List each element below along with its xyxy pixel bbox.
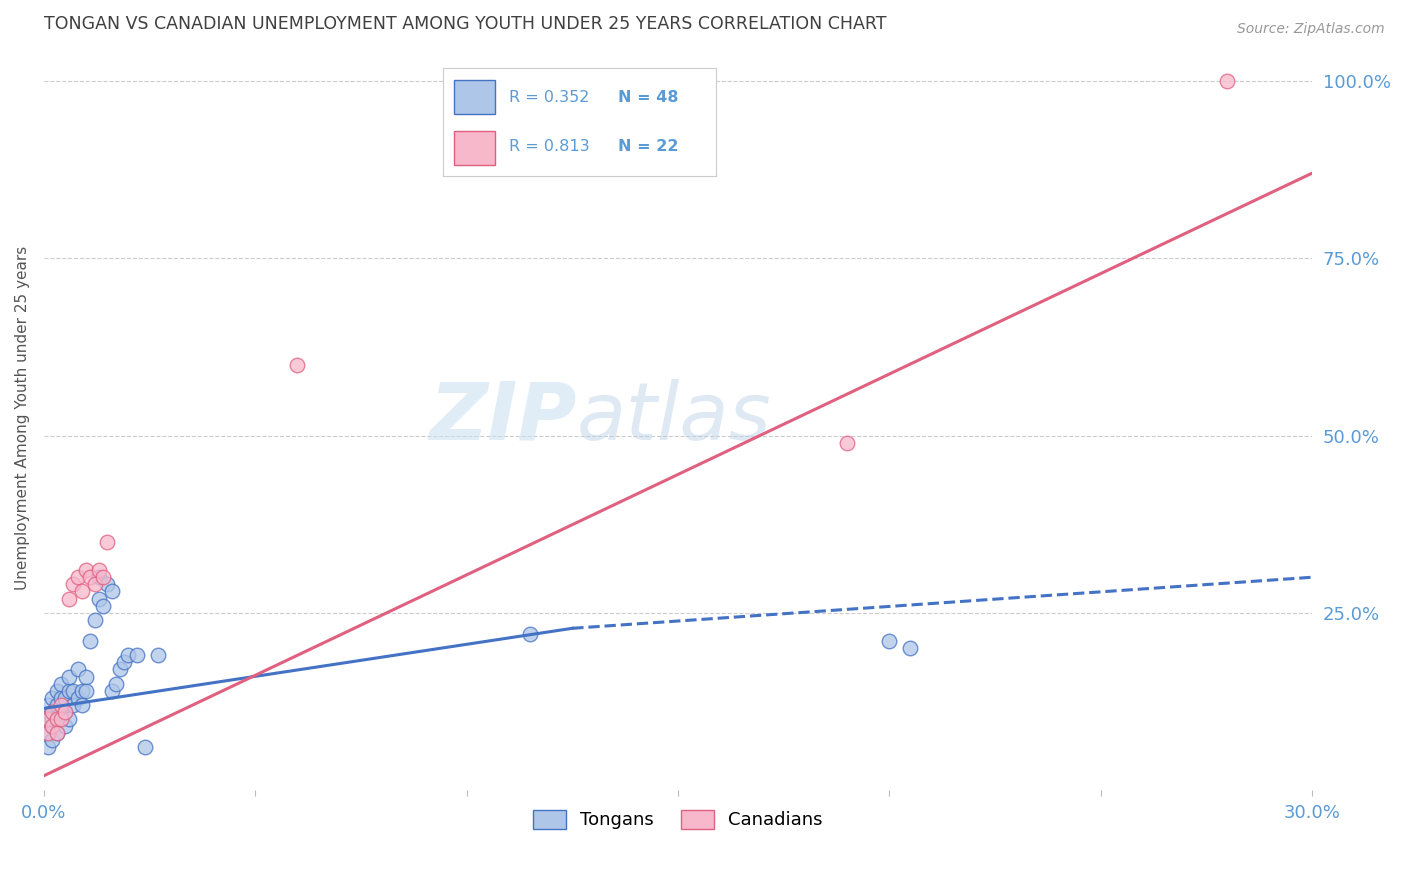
Point bbox=[79, 570, 101, 584]
Point bbox=[41, 690, 63, 705]
Text: TONGAN VS CANADIAN UNEMPLOYMENT AMONG YOUTH UNDER 25 YEARS CORRELATION CHART: TONGAN VS CANADIAN UNEMPLOYMENT AMONG YO… bbox=[44, 15, 886, 33]
Point bbox=[53, 719, 76, 733]
Point bbox=[287, 358, 309, 372]
Point bbox=[41, 719, 63, 733]
Point bbox=[83, 577, 105, 591]
Point bbox=[79, 634, 101, 648]
Point bbox=[146, 648, 169, 663]
Point bbox=[117, 648, 139, 663]
Point bbox=[62, 577, 84, 591]
Text: Source: ZipAtlas.com: Source: ZipAtlas.com bbox=[1237, 22, 1385, 37]
Point bbox=[58, 712, 80, 726]
Point bbox=[45, 698, 67, 712]
Point bbox=[37, 726, 59, 740]
Point bbox=[37, 712, 59, 726]
Point bbox=[41, 712, 63, 726]
Point bbox=[70, 683, 93, 698]
Point bbox=[104, 676, 127, 690]
Point bbox=[45, 726, 67, 740]
Point bbox=[37, 726, 59, 740]
Point bbox=[70, 698, 93, 712]
Point bbox=[49, 698, 72, 712]
Point bbox=[898, 641, 921, 656]
Point bbox=[53, 705, 76, 719]
Point bbox=[45, 726, 67, 740]
Point bbox=[41, 733, 63, 747]
Legend: Tongans, Canadians: Tongans, Canadians bbox=[526, 803, 830, 837]
Point bbox=[100, 683, 122, 698]
Point bbox=[877, 634, 900, 648]
Point bbox=[835, 435, 858, 450]
Point bbox=[37, 740, 59, 755]
Text: atlas: atlas bbox=[576, 379, 772, 457]
Point bbox=[37, 698, 59, 712]
Point bbox=[45, 712, 67, 726]
Point bbox=[91, 570, 114, 584]
Point bbox=[53, 705, 76, 719]
Point bbox=[58, 591, 80, 606]
Point bbox=[125, 648, 148, 663]
Point bbox=[75, 563, 97, 577]
Point bbox=[66, 662, 89, 676]
Point bbox=[100, 584, 122, 599]
Point bbox=[66, 570, 89, 584]
Point bbox=[49, 690, 72, 705]
Y-axis label: Unemployment Among Youth under 25 years: Unemployment Among Youth under 25 years bbox=[15, 245, 30, 590]
Point bbox=[134, 740, 156, 755]
Point bbox=[96, 534, 118, 549]
Point bbox=[49, 712, 72, 726]
Point bbox=[75, 669, 97, 683]
Point bbox=[53, 690, 76, 705]
Point bbox=[66, 690, 89, 705]
Point bbox=[83, 613, 105, 627]
Point bbox=[41, 705, 63, 719]
Point bbox=[108, 662, 131, 676]
Point bbox=[519, 627, 541, 641]
Point bbox=[45, 712, 67, 726]
Point bbox=[62, 683, 84, 698]
Point bbox=[37, 712, 59, 726]
Point bbox=[41, 719, 63, 733]
Point bbox=[70, 584, 93, 599]
Point bbox=[41, 705, 63, 719]
Point bbox=[87, 591, 110, 606]
Point bbox=[58, 669, 80, 683]
Point bbox=[75, 683, 97, 698]
Point bbox=[58, 683, 80, 698]
Point bbox=[49, 676, 72, 690]
Point bbox=[87, 563, 110, 577]
Point bbox=[91, 599, 114, 613]
Point bbox=[87, 570, 110, 584]
Point bbox=[1216, 74, 1239, 88]
Point bbox=[49, 705, 72, 719]
Point bbox=[96, 577, 118, 591]
Point bbox=[45, 683, 67, 698]
Point bbox=[112, 656, 135, 670]
Point bbox=[62, 698, 84, 712]
Text: ZIP: ZIP bbox=[429, 379, 576, 457]
